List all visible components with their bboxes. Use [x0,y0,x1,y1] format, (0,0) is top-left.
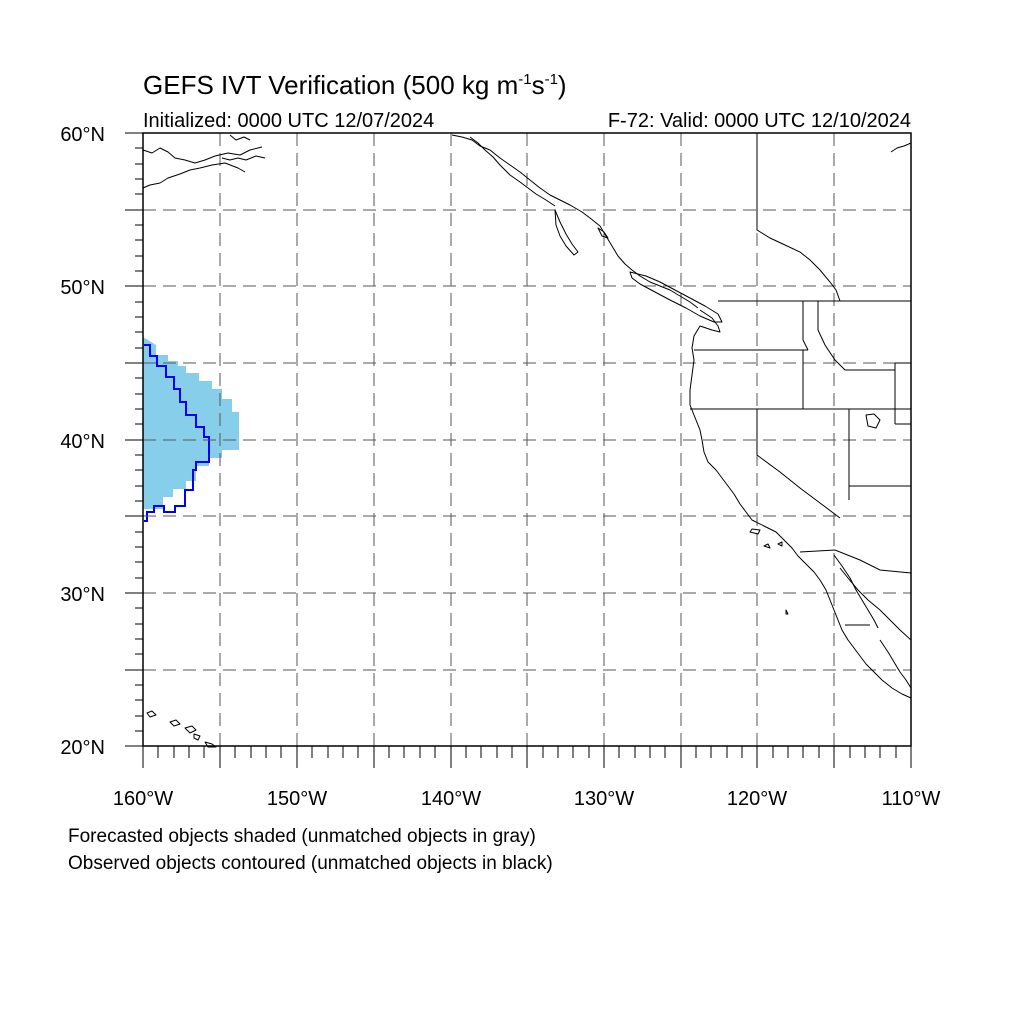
figure-title: GEFS IVT Verification (500 kg m-1s-1) [143,70,567,101]
axis-minor-ticks [135,147,897,758]
caption-observed: Observed objects contoured (unmatched ob… [68,853,553,874]
lon-label-140w: 140°W [421,788,481,810]
longitude-labels: 160°W 150°W 140°W 130°W 120°W 110°W [113,788,941,810]
lon-label-130w: 130°W [574,788,634,810]
forecast-object-shading [143,337,239,509]
lon-label-150w: 150°W [267,788,327,810]
caption-forecast: Forecasted objects shaded (unmatched obj… [68,826,536,847]
initialized-time: Initialized: 0000 UTC 12/07/2024 [143,110,435,132]
title-mid: s [531,70,545,100]
latitude-labels: 60°N 50°N 40°N 30°N 20°N [60,124,105,759]
lon-label-160w: 160°W [113,788,173,810]
coastlines [142,134,912,748]
lat-label-20n: 20°N [60,737,105,759]
axis-ticks [125,132,912,768]
lon-label-110w: 110°W [882,788,941,810]
lat-label-50n: 50°N [60,277,105,299]
political-boundaries [690,133,912,626]
lon-label-120w: 120°W [727,788,787,810]
valid-time: F-72: Valid: 0000 UTC 12/10/2024 [607,110,911,132]
lat-label-40n: 40°N [60,431,105,453]
title-exponent-2: -1 [544,71,558,88]
title-end: ) [557,70,567,100]
title-main: GEFS IVT Verification (500 kg m [143,70,519,100]
observed-object-contour [144,344,210,522]
lat-label-30n: 30°N [60,584,105,606]
title-exponent-1: -1 [518,71,532,88]
map-graticule [143,133,911,746]
lat-label-60n: 60°N [60,124,105,146]
